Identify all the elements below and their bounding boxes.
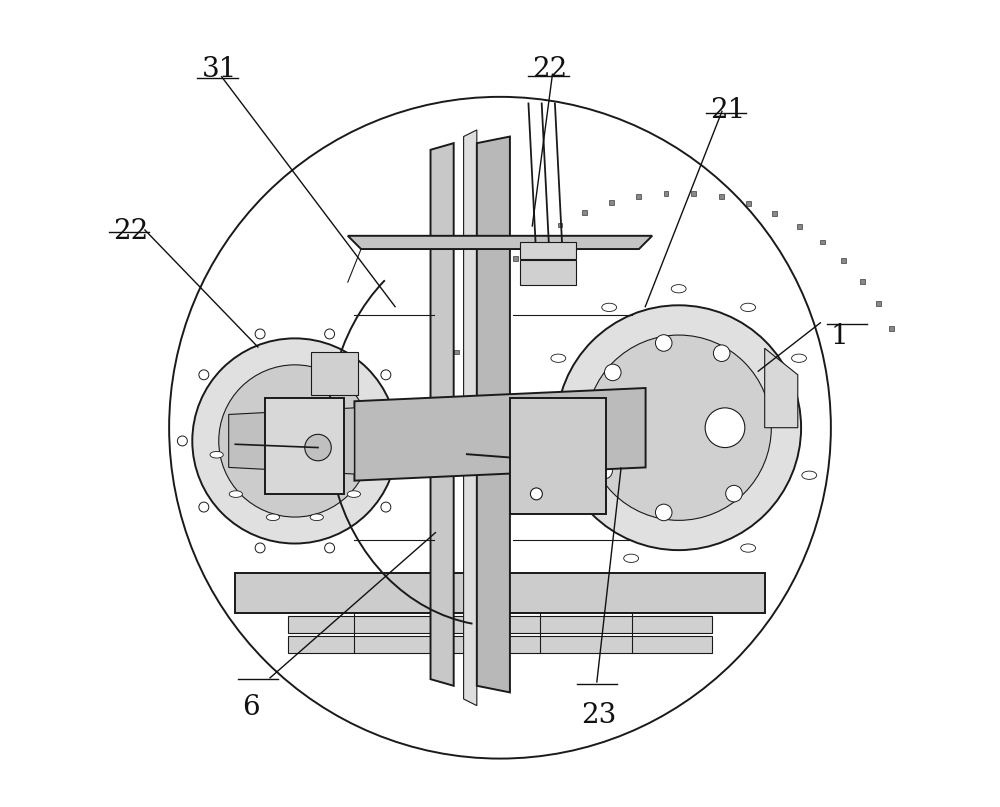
Polygon shape <box>477 136 510 692</box>
Circle shape <box>325 329 335 339</box>
Bar <box>520 261 576 286</box>
Bar <box>876 302 881 307</box>
Bar <box>820 240 825 245</box>
Ellipse shape <box>792 354 806 362</box>
Text: 21: 21 <box>710 97 745 123</box>
Circle shape <box>381 370 391 380</box>
Circle shape <box>655 504 672 521</box>
Circle shape <box>325 543 335 553</box>
Bar <box>719 194 724 199</box>
Bar <box>265 398 344 494</box>
Ellipse shape <box>671 285 686 293</box>
Circle shape <box>219 365 371 517</box>
Circle shape <box>177 436 187 446</box>
Ellipse shape <box>541 471 556 479</box>
Ellipse shape <box>366 451 380 458</box>
Ellipse shape <box>266 514 280 521</box>
Text: 22: 22 <box>532 56 568 83</box>
Circle shape <box>655 335 672 351</box>
Circle shape <box>586 335 771 521</box>
Bar <box>609 200 614 205</box>
Bar <box>478 299 483 304</box>
Ellipse shape <box>802 471 817 479</box>
Bar <box>772 211 777 215</box>
Circle shape <box>713 345 730 362</box>
Bar <box>841 258 846 263</box>
Bar <box>746 201 751 206</box>
Bar <box>513 256 518 261</box>
Circle shape <box>402 436 412 446</box>
Polygon shape <box>464 130 477 705</box>
Circle shape <box>255 543 265 553</box>
Circle shape <box>192 338 397 544</box>
Circle shape <box>381 502 391 512</box>
Ellipse shape <box>347 491 360 497</box>
Bar <box>494 277 499 282</box>
Bar <box>860 278 865 283</box>
Polygon shape <box>765 349 798 428</box>
Polygon shape <box>348 236 652 249</box>
Bar <box>454 349 459 354</box>
Ellipse shape <box>602 303 617 312</box>
Bar <box>510 398 606 514</box>
Circle shape <box>726 485 742 502</box>
Polygon shape <box>229 408 354 474</box>
Circle shape <box>199 502 209 512</box>
Bar <box>797 224 802 228</box>
Ellipse shape <box>624 554 639 562</box>
Polygon shape <box>288 636 712 653</box>
Circle shape <box>275 421 315 461</box>
Bar <box>464 324 469 328</box>
Ellipse shape <box>741 544 756 552</box>
Bar <box>520 242 576 259</box>
Ellipse shape <box>741 303 756 312</box>
Bar <box>889 326 894 331</box>
Text: 1: 1 <box>831 323 849 349</box>
Circle shape <box>604 364 621 381</box>
Ellipse shape <box>229 491 242 497</box>
Polygon shape <box>354 388 646 481</box>
Circle shape <box>556 305 801 550</box>
Bar <box>691 191 696 196</box>
Bar <box>664 190 668 195</box>
Circle shape <box>255 329 265 339</box>
Text: 22: 22 <box>113 218 148 245</box>
Bar <box>446 376 451 381</box>
Bar <box>534 238 539 243</box>
Bar <box>558 223 562 228</box>
Polygon shape <box>235 573 765 613</box>
Circle shape <box>199 370 209 380</box>
Ellipse shape <box>551 354 566 362</box>
Text: 6: 6 <box>242 694 259 721</box>
Ellipse shape <box>210 451 223 458</box>
Circle shape <box>530 488 542 500</box>
Circle shape <box>596 462 612 479</box>
Bar <box>582 210 587 215</box>
Text: 23: 23 <box>581 702 616 729</box>
Circle shape <box>305 434 331 461</box>
Ellipse shape <box>310 514 323 521</box>
Bar <box>636 194 641 199</box>
Text: 31: 31 <box>201 56 237 83</box>
Circle shape <box>705 408 745 448</box>
Circle shape <box>169 97 831 759</box>
Bar <box>311 352 358 395</box>
Polygon shape <box>431 143 454 686</box>
Polygon shape <box>288 617 712 633</box>
